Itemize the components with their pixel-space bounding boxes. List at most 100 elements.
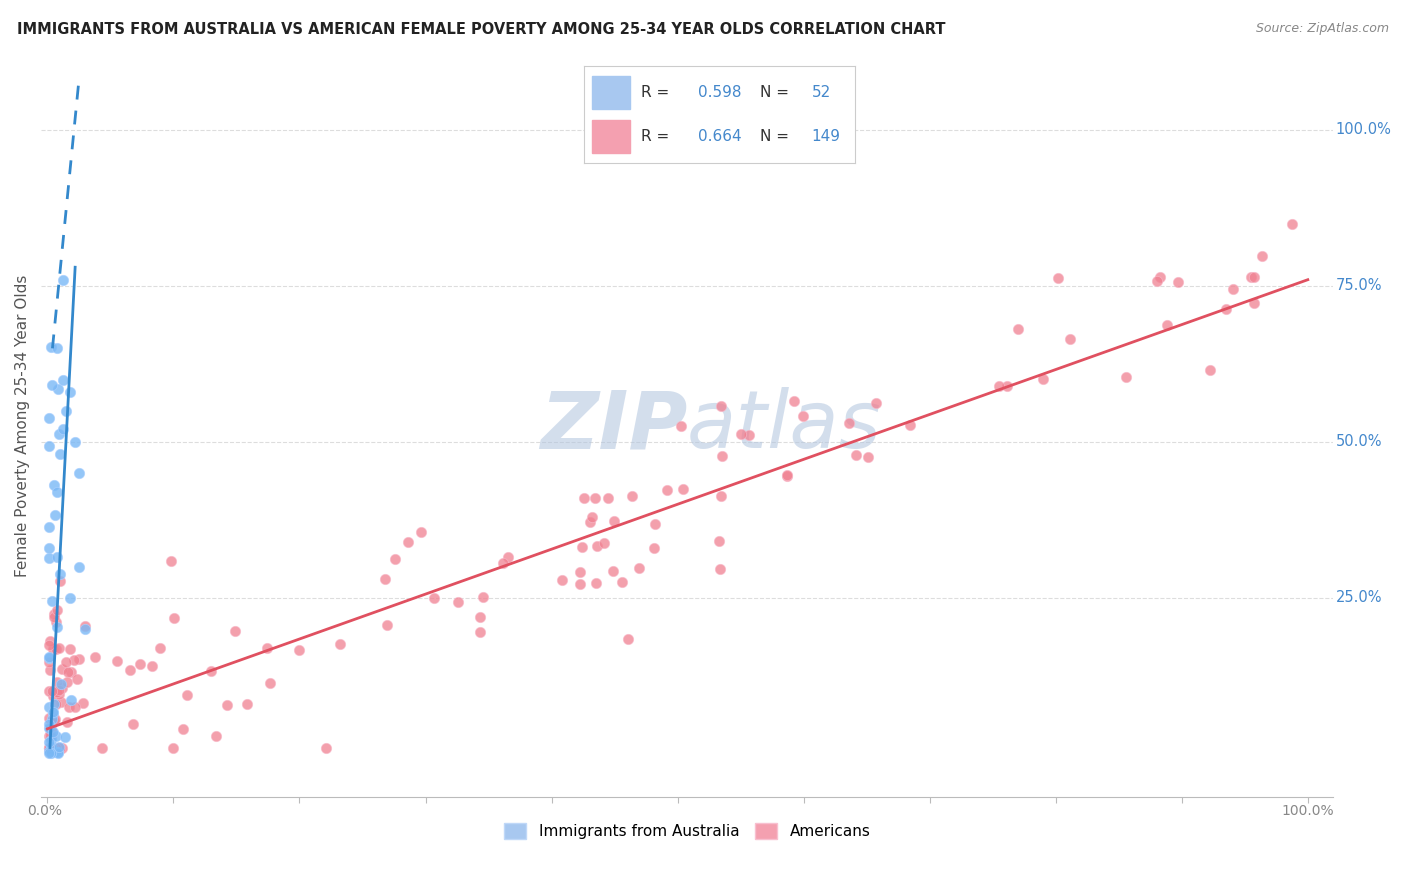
Point xyxy=(67,466,90,480)
Point xyxy=(39,722,62,736)
Point xyxy=(75,622,97,636)
Point xyxy=(59,693,82,707)
Point xyxy=(60,665,83,680)
Point xyxy=(38,551,60,566)
Point xyxy=(56,675,79,690)
Text: IMMIGRANTS FROM AUSTRALIA VS AMERICAN FEMALE POVERTY AMONG 25-34 YEAR OLDS CORRE: IMMIGRANTS FROM AUSTRALIA VS AMERICAN FE… xyxy=(17,22,945,37)
Point xyxy=(45,745,67,759)
Legend: Immigrants from Australia, Americans: Immigrants from Australia, Americans xyxy=(498,817,877,846)
Point xyxy=(42,706,65,720)
Point xyxy=(41,712,63,726)
Text: atlas: atlas xyxy=(688,387,882,466)
Point xyxy=(1007,322,1029,336)
Point xyxy=(39,732,62,747)
Point xyxy=(141,658,163,673)
Point xyxy=(447,594,470,608)
Point xyxy=(1243,269,1265,284)
Point xyxy=(122,717,145,731)
Point xyxy=(737,427,759,442)
Point xyxy=(593,536,616,550)
Point xyxy=(669,418,692,433)
Point xyxy=(48,687,70,701)
Point xyxy=(45,675,67,690)
Point xyxy=(46,382,69,396)
Point xyxy=(44,477,66,491)
Point xyxy=(1115,370,1137,384)
Point xyxy=(581,510,603,524)
Point xyxy=(38,650,60,665)
Point xyxy=(38,520,60,534)
Point xyxy=(41,378,63,392)
Point xyxy=(91,740,114,755)
Point xyxy=(215,698,238,713)
Text: 25.0%: 25.0% xyxy=(1336,591,1382,606)
Point xyxy=(118,663,141,677)
Point xyxy=(58,700,80,714)
Point xyxy=(375,618,398,632)
Point xyxy=(51,681,73,695)
Point xyxy=(42,740,65,755)
Point xyxy=(1032,371,1054,385)
Point xyxy=(38,684,60,698)
Point xyxy=(583,491,606,505)
Point xyxy=(149,640,172,655)
Point xyxy=(1059,332,1081,346)
Point xyxy=(59,384,82,399)
Point xyxy=(45,615,67,630)
Point xyxy=(44,698,66,712)
Point xyxy=(38,721,60,735)
Point xyxy=(329,637,352,651)
Point xyxy=(38,717,60,731)
Point xyxy=(44,609,66,624)
Point xyxy=(59,591,82,605)
Point xyxy=(45,729,67,743)
Point xyxy=(1281,217,1303,231)
Point xyxy=(44,508,66,523)
Point xyxy=(38,411,60,425)
Point xyxy=(48,740,70,755)
Point xyxy=(38,710,60,724)
Text: 0.0%: 0.0% xyxy=(27,804,62,818)
Point xyxy=(603,514,626,528)
Point xyxy=(41,740,63,755)
Point xyxy=(643,541,665,556)
Point xyxy=(38,655,60,669)
Point xyxy=(38,663,60,677)
Point xyxy=(422,591,444,605)
Point xyxy=(256,641,278,656)
Text: ZIP: ZIP xyxy=(540,387,688,466)
Text: 50.0%: 50.0% xyxy=(1336,434,1382,450)
Point xyxy=(45,698,67,712)
Point xyxy=(55,403,77,417)
Point xyxy=(1199,362,1222,376)
Point xyxy=(46,603,69,617)
Point xyxy=(776,467,799,482)
Point xyxy=(39,634,62,648)
Point xyxy=(411,525,433,540)
Point xyxy=(105,654,128,668)
Point xyxy=(39,340,62,354)
Point xyxy=(65,700,87,714)
Point xyxy=(46,740,69,755)
Point xyxy=(163,611,186,625)
Point xyxy=(55,655,77,669)
Point xyxy=(48,574,70,588)
Point xyxy=(707,534,730,549)
Point xyxy=(1240,270,1263,285)
Point xyxy=(129,657,152,672)
Point xyxy=(492,556,515,570)
Point xyxy=(41,746,63,760)
Point xyxy=(709,562,731,576)
Point xyxy=(38,440,60,454)
Point xyxy=(1251,249,1274,263)
Y-axis label: Female Poverty Among 25-34 Year Olds: Female Poverty Among 25-34 Year Olds xyxy=(15,275,30,577)
Point xyxy=(38,541,60,555)
Point xyxy=(1146,274,1168,288)
Point xyxy=(45,642,67,657)
Point xyxy=(38,740,60,755)
Point xyxy=(471,591,494,605)
Point xyxy=(46,620,69,634)
Point xyxy=(38,746,60,760)
Point xyxy=(610,575,633,590)
Point xyxy=(48,640,70,655)
